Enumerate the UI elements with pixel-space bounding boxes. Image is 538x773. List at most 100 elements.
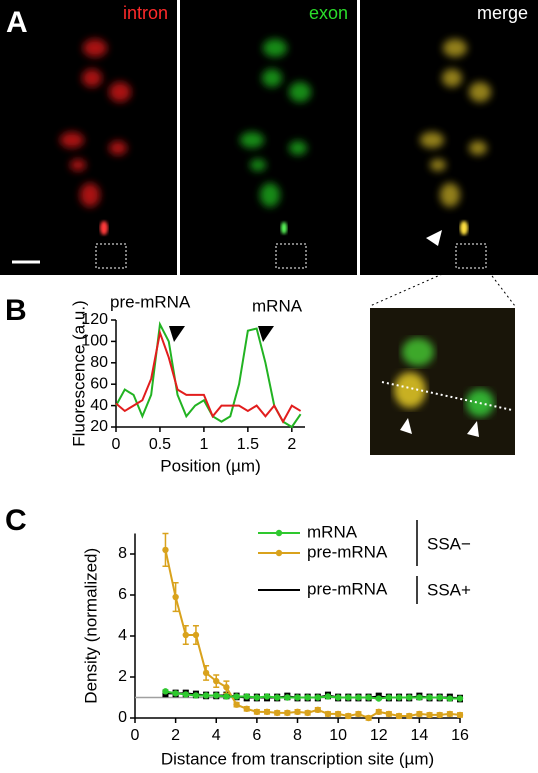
x-tick-label: 14 [410, 727, 428, 744]
x-tick-label: 1 [199, 436, 208, 453]
data-point [456, 711, 464, 719]
legend-label: pre-mRNA [307, 579, 388, 598]
data-point [182, 631, 189, 639]
x-tick-label: 4 [212, 727, 221, 744]
data-point [202, 692, 210, 699]
data-point [365, 694, 372, 701]
y-axis-label: Fluorescence (a.u.) [69, 300, 88, 446]
data-point [436, 711, 443, 719]
data-point [263, 708, 271, 716]
data-point [202, 669, 210, 677]
data-point [162, 546, 169, 554]
x-tick-label: 0 [112, 436, 121, 453]
x-tick-label: 12 [370, 727, 388, 744]
data-point [233, 693, 240, 700]
y-tick-label: 80 [90, 354, 108, 371]
channel-label: intron [123, 3, 168, 23]
data-point [355, 710, 362, 718]
data-point [456, 695, 464, 702]
panel-label: A [6, 6, 28, 39]
data-point [345, 712, 352, 720]
x-axis-label: Position (µm) [160, 456, 260, 475]
data-point [182, 691, 189, 698]
data-point [395, 694, 403, 701]
data-point [355, 694, 362, 701]
legend-label: mRNA [307, 522, 358, 541]
data-point [294, 708, 301, 716]
y-tick-label: 20 [90, 418, 108, 435]
data-point [375, 708, 382, 716]
y-tick-label: 6 [118, 586, 127, 603]
y-tick-label: 8 [118, 545, 127, 562]
panel-label: C [5, 504, 27, 537]
data-point [263, 693, 271, 700]
annotation: mRNA [252, 296, 303, 315]
x-tick-label: 0 [131, 727, 140, 744]
data-point [385, 694, 393, 701]
data-point [192, 631, 200, 639]
data-point [223, 684, 230, 691]
data-point [213, 677, 220, 685]
micrograph-panels: A intron exon merge [0, 0, 538, 275]
x-axis-label: Distance from transcription site (µm) [161, 749, 434, 768]
channel-label: merge [477, 3, 528, 23]
x-tick-label: 8 [293, 727, 302, 744]
y-tick-label: 100 [81, 333, 108, 350]
y-tick-label: 2 [118, 668, 127, 685]
x-tick-label: 1.5 [237, 436, 259, 453]
annotation: pre-mRNA [110, 292, 191, 311]
data-point [253, 694, 261, 701]
x-tick-label: 2 [287, 436, 296, 453]
data-point [223, 693, 230, 700]
data-point [406, 694, 413, 701]
x-tick-label: 6 [252, 727, 261, 744]
data-point [233, 701, 240, 708]
data-point [172, 690, 179, 697]
series-line [164, 549, 461, 720]
y-tick-label: 60 [90, 375, 108, 392]
data-point [172, 593, 179, 601]
data-point [416, 694, 423, 701]
data-point [426, 694, 433, 701]
data-point [284, 709, 291, 717]
data-point [416, 710, 423, 718]
y-tick-label: 0 [118, 709, 127, 726]
legend-group-label: SSA− [427, 534, 471, 553]
y-tick-label: 4 [118, 627, 127, 644]
data-point [304, 694, 311, 701]
data-point [426, 711, 433, 719]
data-point [162, 688, 169, 695]
data-point [334, 710, 342, 718]
legend-group-label: SSA+ [427, 580, 471, 599]
x-tick-label: 16 [451, 727, 469, 744]
x-tick-label: 0.5 [149, 436, 171, 453]
y-axis-label: Density (normalized) [81, 548, 100, 704]
data-point [446, 710, 454, 718]
channel-label: exon [309, 3, 348, 23]
data-point [294, 694, 301, 701]
data-point [406, 712, 413, 720]
y-tick-label: 120 [81, 311, 108, 328]
annotation-arrow [258, 326, 274, 342]
legend-marker [275, 529, 283, 537]
data-point [243, 705, 250, 712]
zoom-inset [369, 267, 516, 455]
data-point [334, 694, 342, 701]
data-point [365, 714, 372, 722]
x-tick-label: 10 [329, 727, 347, 744]
annotation-arrow [169, 326, 185, 342]
data-point [324, 710, 332, 718]
series-line [115, 329, 302, 424]
data-point [314, 706, 322, 713]
data-point [395, 712, 403, 720]
data-point [192, 692, 200, 699]
data-point [273, 709, 281, 717]
data-point [273, 694, 281, 701]
data-point [213, 692, 220, 699]
data-point [314, 694, 322, 701]
data-point [253, 708, 261, 716]
series-line [115, 320, 302, 429]
data-point [375, 695, 382, 702]
legend-marker [275, 549, 283, 557]
